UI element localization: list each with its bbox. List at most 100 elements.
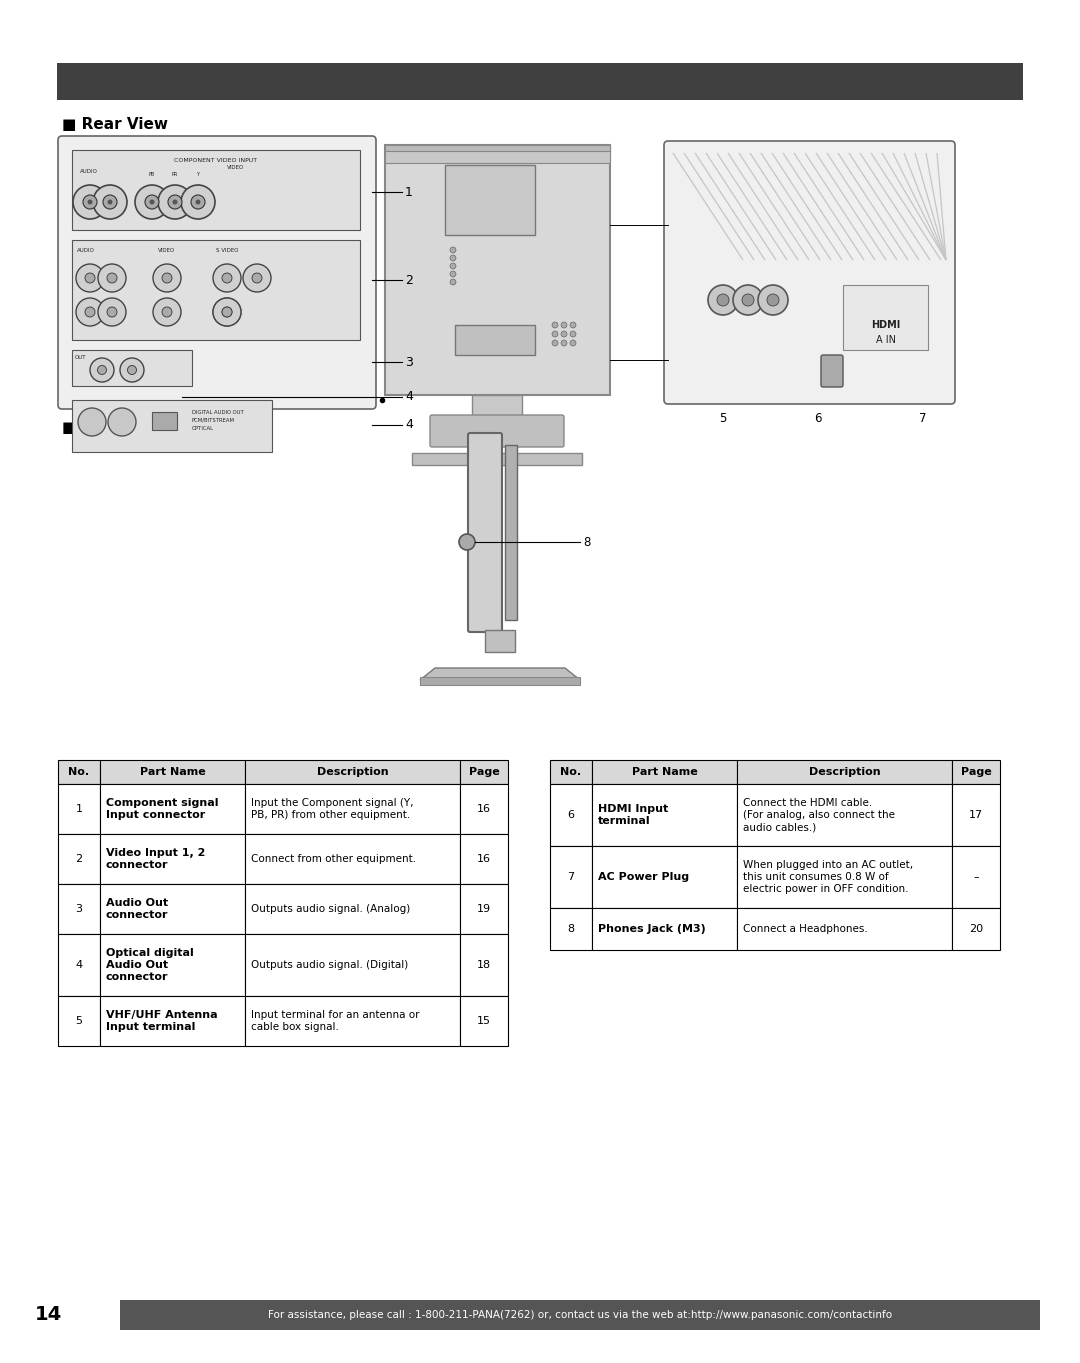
Text: A IN: A IN (876, 335, 896, 345)
Circle shape (552, 339, 558, 346)
Bar (843, 285, 928, 350)
Bar (245, 934, 460, 996)
Text: 18: 18 (477, 960, 491, 970)
Text: AC Power Plug: AC Power Plug (598, 872, 689, 882)
Circle shape (561, 331, 567, 337)
Circle shape (570, 339, 576, 346)
Circle shape (450, 255, 456, 260)
Text: PB: PB (149, 172, 156, 177)
Circle shape (708, 285, 738, 315)
Bar (100, 834, 245, 885)
Text: ■ Rear View: ■ Rear View (62, 117, 168, 132)
Circle shape (450, 263, 456, 269)
Circle shape (450, 247, 456, 254)
Bar (550, 908, 592, 950)
Circle shape (450, 271, 456, 277)
Text: Connect from other equipment.: Connect from other equipment. (251, 855, 416, 864)
FancyBboxPatch shape (58, 136, 376, 409)
Circle shape (145, 195, 159, 209)
Bar (592, 846, 737, 908)
Circle shape (97, 365, 107, 375)
Text: 4: 4 (76, 960, 82, 970)
Polygon shape (420, 668, 580, 680)
Text: Input terminal for an antenna or
cable box signal.: Input terminal for an antenna or cable b… (251, 1010, 419, 1032)
Bar (384, 144, 610, 164)
Text: 5: 5 (719, 412, 727, 425)
Bar (245, 996, 460, 1045)
Circle shape (93, 185, 127, 219)
Bar (420, 677, 580, 686)
Bar (951, 908, 1000, 950)
Text: 16: 16 (477, 804, 491, 814)
Text: 2: 2 (76, 855, 82, 864)
Circle shape (168, 195, 183, 209)
Text: Page: Page (469, 767, 499, 777)
Circle shape (733, 285, 762, 315)
Text: Connect a Headphones.: Connect a Headphones. (743, 924, 867, 934)
Circle shape (76, 298, 104, 326)
Bar (245, 761, 460, 784)
FancyBboxPatch shape (821, 354, 843, 387)
Circle shape (191, 195, 205, 209)
Text: When plugged into an AC outlet,
this unit consumes 0.8 W of
electric power in OF: When plugged into an AC outlet, this uni… (743, 860, 913, 894)
Circle shape (717, 294, 729, 307)
Bar (951, 846, 1000, 908)
Circle shape (153, 298, 181, 326)
Text: Optical digital
Audio Out
connector: Optical digital Audio Out connector (106, 947, 193, 983)
Circle shape (90, 358, 114, 382)
Circle shape (570, 331, 576, 337)
Circle shape (561, 322, 567, 328)
Text: Video Input 1, 2
connector: Video Input 1, 2 connector (106, 848, 205, 870)
Text: Component signal
Input connector: Component signal Input connector (106, 797, 218, 821)
Text: VHF/UHF Antenna
Input terminal: VHF/UHF Antenna Input terminal (106, 1010, 218, 1032)
Circle shape (85, 307, 95, 318)
Text: S VIDEO: S VIDEO (216, 248, 239, 254)
Bar (100, 885, 245, 934)
Circle shape (222, 273, 232, 284)
Text: HDMI: HDMI (872, 320, 901, 330)
Text: 17: 17 (969, 810, 983, 821)
Bar (58, 834, 100, 885)
Bar (245, 885, 460, 934)
Text: PR: PR (172, 172, 178, 177)
FancyBboxPatch shape (430, 414, 564, 447)
Bar (550, 784, 592, 846)
Bar (505, 444, 517, 620)
Circle shape (98, 264, 126, 292)
Text: 14: 14 (35, 1306, 63, 1325)
Circle shape (181, 185, 215, 219)
Bar (460, 834, 508, 885)
Bar (737, 846, 951, 908)
Circle shape (85, 273, 95, 284)
Text: 15: 15 (477, 1015, 491, 1026)
Circle shape (108, 199, 112, 204)
FancyBboxPatch shape (664, 140, 955, 403)
Bar (72, 350, 192, 386)
Bar (100, 996, 245, 1045)
Text: COMPONENT VIDEO INPUT: COMPONENT VIDEO INPUT (175, 158, 257, 164)
Bar (445, 165, 535, 234)
Text: 16: 16 (477, 855, 491, 864)
Bar (592, 908, 737, 950)
Bar (550, 846, 592, 908)
Text: No.: No. (68, 767, 90, 777)
Circle shape (561, 339, 567, 346)
Text: 4: 4 (405, 418, 413, 432)
Text: 1: 1 (405, 185, 413, 199)
Bar (737, 761, 951, 784)
Text: PCM/BITSTREAM: PCM/BITSTREAM (192, 418, 235, 423)
Text: 1: 1 (76, 804, 82, 814)
Text: Part Name: Part Name (632, 767, 698, 777)
Text: –: – (973, 872, 978, 882)
Circle shape (459, 534, 475, 551)
Text: 8: 8 (567, 924, 575, 934)
Bar (100, 761, 245, 784)
Circle shape (213, 298, 241, 326)
Text: DIGITAL AUDIO OUT: DIGITAL AUDIO OUT (192, 410, 244, 414)
Bar (152, 412, 177, 429)
Text: AUDIO: AUDIO (80, 169, 98, 174)
Circle shape (243, 264, 271, 292)
Bar (57, 63, 1023, 99)
FancyBboxPatch shape (468, 433, 502, 632)
Circle shape (107, 307, 117, 318)
